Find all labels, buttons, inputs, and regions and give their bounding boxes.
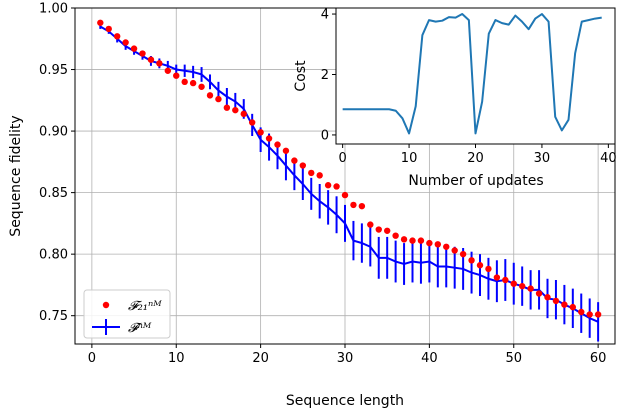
main-y-ticks: 0.75 0.80 0.85 0.90 0.95 1.00 xyxy=(39,2,75,324)
series-red-point-5 xyxy=(139,50,146,57)
series-red-point-16 xyxy=(232,106,239,114)
series-red-point-21 xyxy=(274,141,281,148)
series-red-point-9 xyxy=(173,72,180,79)
series-red-point-6 xyxy=(147,56,155,63)
legend-box xyxy=(83,289,171,339)
inset-x-ticks: 0 10 20 30 40 xyxy=(339,144,617,166)
main-x-tick-label-3: 30 xyxy=(337,351,354,366)
main-x-tick-label-4: 40 xyxy=(421,351,438,366)
main-x-axis-label: Sequence length xyxy=(286,393,404,409)
series-red-point-49 xyxy=(510,280,517,287)
series-red-point-13 xyxy=(206,92,214,99)
series-red-point-45 xyxy=(476,262,484,269)
series-red-point-18 xyxy=(248,119,256,126)
series-red-point-44 xyxy=(468,257,475,264)
series-red-point-23 xyxy=(291,157,298,164)
inset-plot: 0 10 20 30 40 0 2 4 Number of updates Cost xyxy=(293,7,617,189)
series-red-point-43 xyxy=(459,250,467,258)
series-red-point-2 xyxy=(113,33,121,40)
inset-y-tick-label-1: 2 xyxy=(321,68,329,83)
series-red-point-33 xyxy=(375,226,382,233)
series-red-point-22 xyxy=(282,147,290,154)
series-red-point-11 xyxy=(189,79,197,87)
series-red-point-40 xyxy=(434,241,442,248)
series-red-point-48 xyxy=(502,276,509,284)
series-red-scatter xyxy=(97,19,602,318)
main-y-tick-label-0: 0.75 xyxy=(39,309,68,324)
main-x-tick-label-1: 10 xyxy=(168,351,185,366)
series-red-point-39 xyxy=(426,239,433,247)
series-red-point-30 xyxy=(350,201,357,209)
series-red-point-0 xyxy=(97,19,104,26)
main-x-tick-label-5: 50 xyxy=(505,351,522,366)
series-red-point-15 xyxy=(223,104,231,111)
series-red-point-59 xyxy=(594,311,602,318)
main-y-tick-label-2: 0.85 xyxy=(39,186,68,201)
inset-series-cost xyxy=(342,13,602,135)
series-red-point-17 xyxy=(240,110,247,118)
series-red-point-41 xyxy=(443,243,450,250)
series-red-point-27 xyxy=(324,182,332,189)
series-red-point-12 xyxy=(198,83,205,90)
series-red-point-37 xyxy=(409,237,416,244)
series-red-point-31 xyxy=(358,202,366,210)
series-red-point-7 xyxy=(156,60,163,67)
series-red-point-50 xyxy=(518,282,526,290)
series-red-point-28 xyxy=(333,183,340,190)
series-red-point-53 xyxy=(544,294,551,301)
main-y-tick-label-4: 0.95 xyxy=(39,63,68,78)
series-red-point-34 xyxy=(383,227,391,234)
inset-cost-line xyxy=(342,13,602,135)
series-red-point-55 xyxy=(561,301,568,308)
series-red-point-52 xyxy=(535,290,543,297)
legend: 𝓕₂₁ⁿᴹ 𝓕ⁿᴹ xyxy=(83,289,171,339)
inset-y-tick-label-0: 0 xyxy=(321,128,329,143)
legend-marker-red xyxy=(102,301,110,309)
series-red-point-4 xyxy=(130,45,138,52)
series-red-point-10 xyxy=(181,78,188,86)
series-red-point-58 xyxy=(586,311,593,318)
series-red-point-26 xyxy=(316,172,323,179)
series-red-point-56 xyxy=(569,303,577,311)
main-y-axis-label: Sequence fidelity xyxy=(8,115,24,236)
series-red-point-54 xyxy=(552,297,560,305)
main-x-tick-label-6: 60 xyxy=(590,351,607,366)
inset-x-tick-label-0: 0 xyxy=(339,151,347,166)
inset-y-ticks: 0 2 4 xyxy=(321,8,336,143)
main-y-tick-label-1: 0.80 xyxy=(39,248,68,263)
series-red-point-57 xyxy=(578,308,585,316)
series-red-point-42 xyxy=(451,247,458,254)
series-red-point-29 xyxy=(341,191,349,199)
series-red-point-19 xyxy=(257,129,264,136)
inset-x-tick-label-2: 20 xyxy=(467,151,484,166)
inset-y-axis-label: Cost xyxy=(293,60,309,92)
series-red-point-8 xyxy=(164,67,172,74)
series-red-point-32 xyxy=(367,221,374,228)
series-red-point-14 xyxy=(215,95,222,103)
legend-label-blue: 𝓕ⁿᴹ xyxy=(128,321,152,336)
series-red-point-1 xyxy=(105,25,112,33)
series-red-point-46 xyxy=(485,265,492,273)
inset-x-tick-label-1: 10 xyxy=(401,151,418,166)
inset-y-tick-label-2: 4 xyxy=(321,8,329,23)
series-red-point-24 xyxy=(299,162,307,169)
series-red-point-20 xyxy=(265,135,273,142)
series-red-point-36 xyxy=(400,236,408,243)
series-red-point-51 xyxy=(527,285,534,292)
series-red-point-3 xyxy=(122,39,129,46)
series-red-point-35 xyxy=(392,232,399,239)
main-x-tick-label-2: 20 xyxy=(252,351,269,366)
main-y-tick-label-3: 0.90 xyxy=(39,125,68,140)
series-red-point-47 xyxy=(493,274,501,281)
series-red-point-25 xyxy=(308,169,315,177)
inset-x-tick-label-3: 30 xyxy=(534,151,551,166)
legend-label-red: 𝓕₂₁ⁿᴹ xyxy=(128,299,162,314)
main-x-ticks: 0 10 20 30 40 50 60 xyxy=(88,344,607,366)
inset-x-axis-label: Number of updates xyxy=(408,173,543,189)
inset-x-tick-label-4: 40 xyxy=(600,151,617,166)
series-red-point-38 xyxy=(417,237,425,244)
main-x-tick-label-0: 0 xyxy=(88,351,96,366)
main-y-tick-label-5: 1.00 xyxy=(39,2,68,17)
